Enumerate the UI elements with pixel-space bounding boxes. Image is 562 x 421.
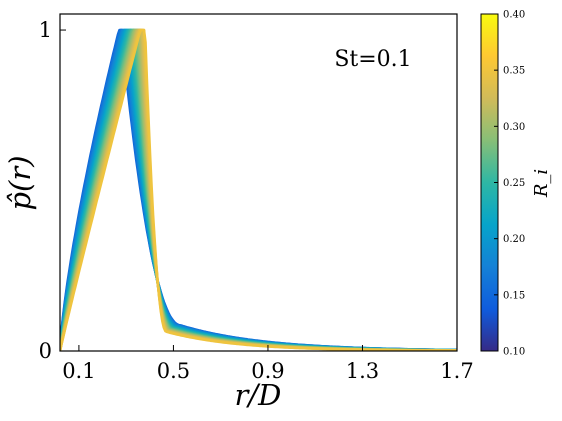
colorbar-label: R_i [531,169,552,198]
x-tick-label: 1.3 [346,359,379,383]
x-tick-label: 0.9 [251,359,284,383]
colorbar-ticks: 0.10 0.15 0.20 0.25 0.30 0.35 0.40 [494,10,525,358]
x-ticks: 0.1 0.5 0.9 1.3 1.7 [62,345,474,383]
colorbar-tick-label: 0.35 [503,66,525,77]
x-tick-label: 0.5 [157,359,190,383]
x-tick-label: 1.7 [440,359,473,383]
series-curves [60,28,457,351]
colorbar-tick-label: 0.30 [503,122,525,133]
y-axis-label: p̂(r) [3,155,37,210]
colorbar-tick-label: 0.20 [503,234,525,245]
colorbar: 0.10 0.15 0.20 0.25 0.30 0.35 0.40 R_i [480,10,552,358]
series-line [60,28,457,351]
y-tick-label: 0 [39,339,52,363]
x-tick-label: 0.1 [62,359,95,383]
y-ticks: 01 [39,18,66,363]
colorbar-tick-label: 0.10 [503,347,525,358]
series-line [60,28,457,351]
plot-frame [59,13,458,352]
colorbar-tick-label: 0.15 [503,290,525,301]
annotation-st: St=0.1 [334,47,411,72]
colorbar-tick-label: 0.40 [503,10,525,21]
x-axis-label: r/D [235,378,282,412]
colorbar-tick-label: 0.25 [503,178,525,189]
plot-area: 0.1 0.5 0.9 1.3 1.7 01 [39,13,474,383]
y-tick-label: 1 [39,18,52,42]
